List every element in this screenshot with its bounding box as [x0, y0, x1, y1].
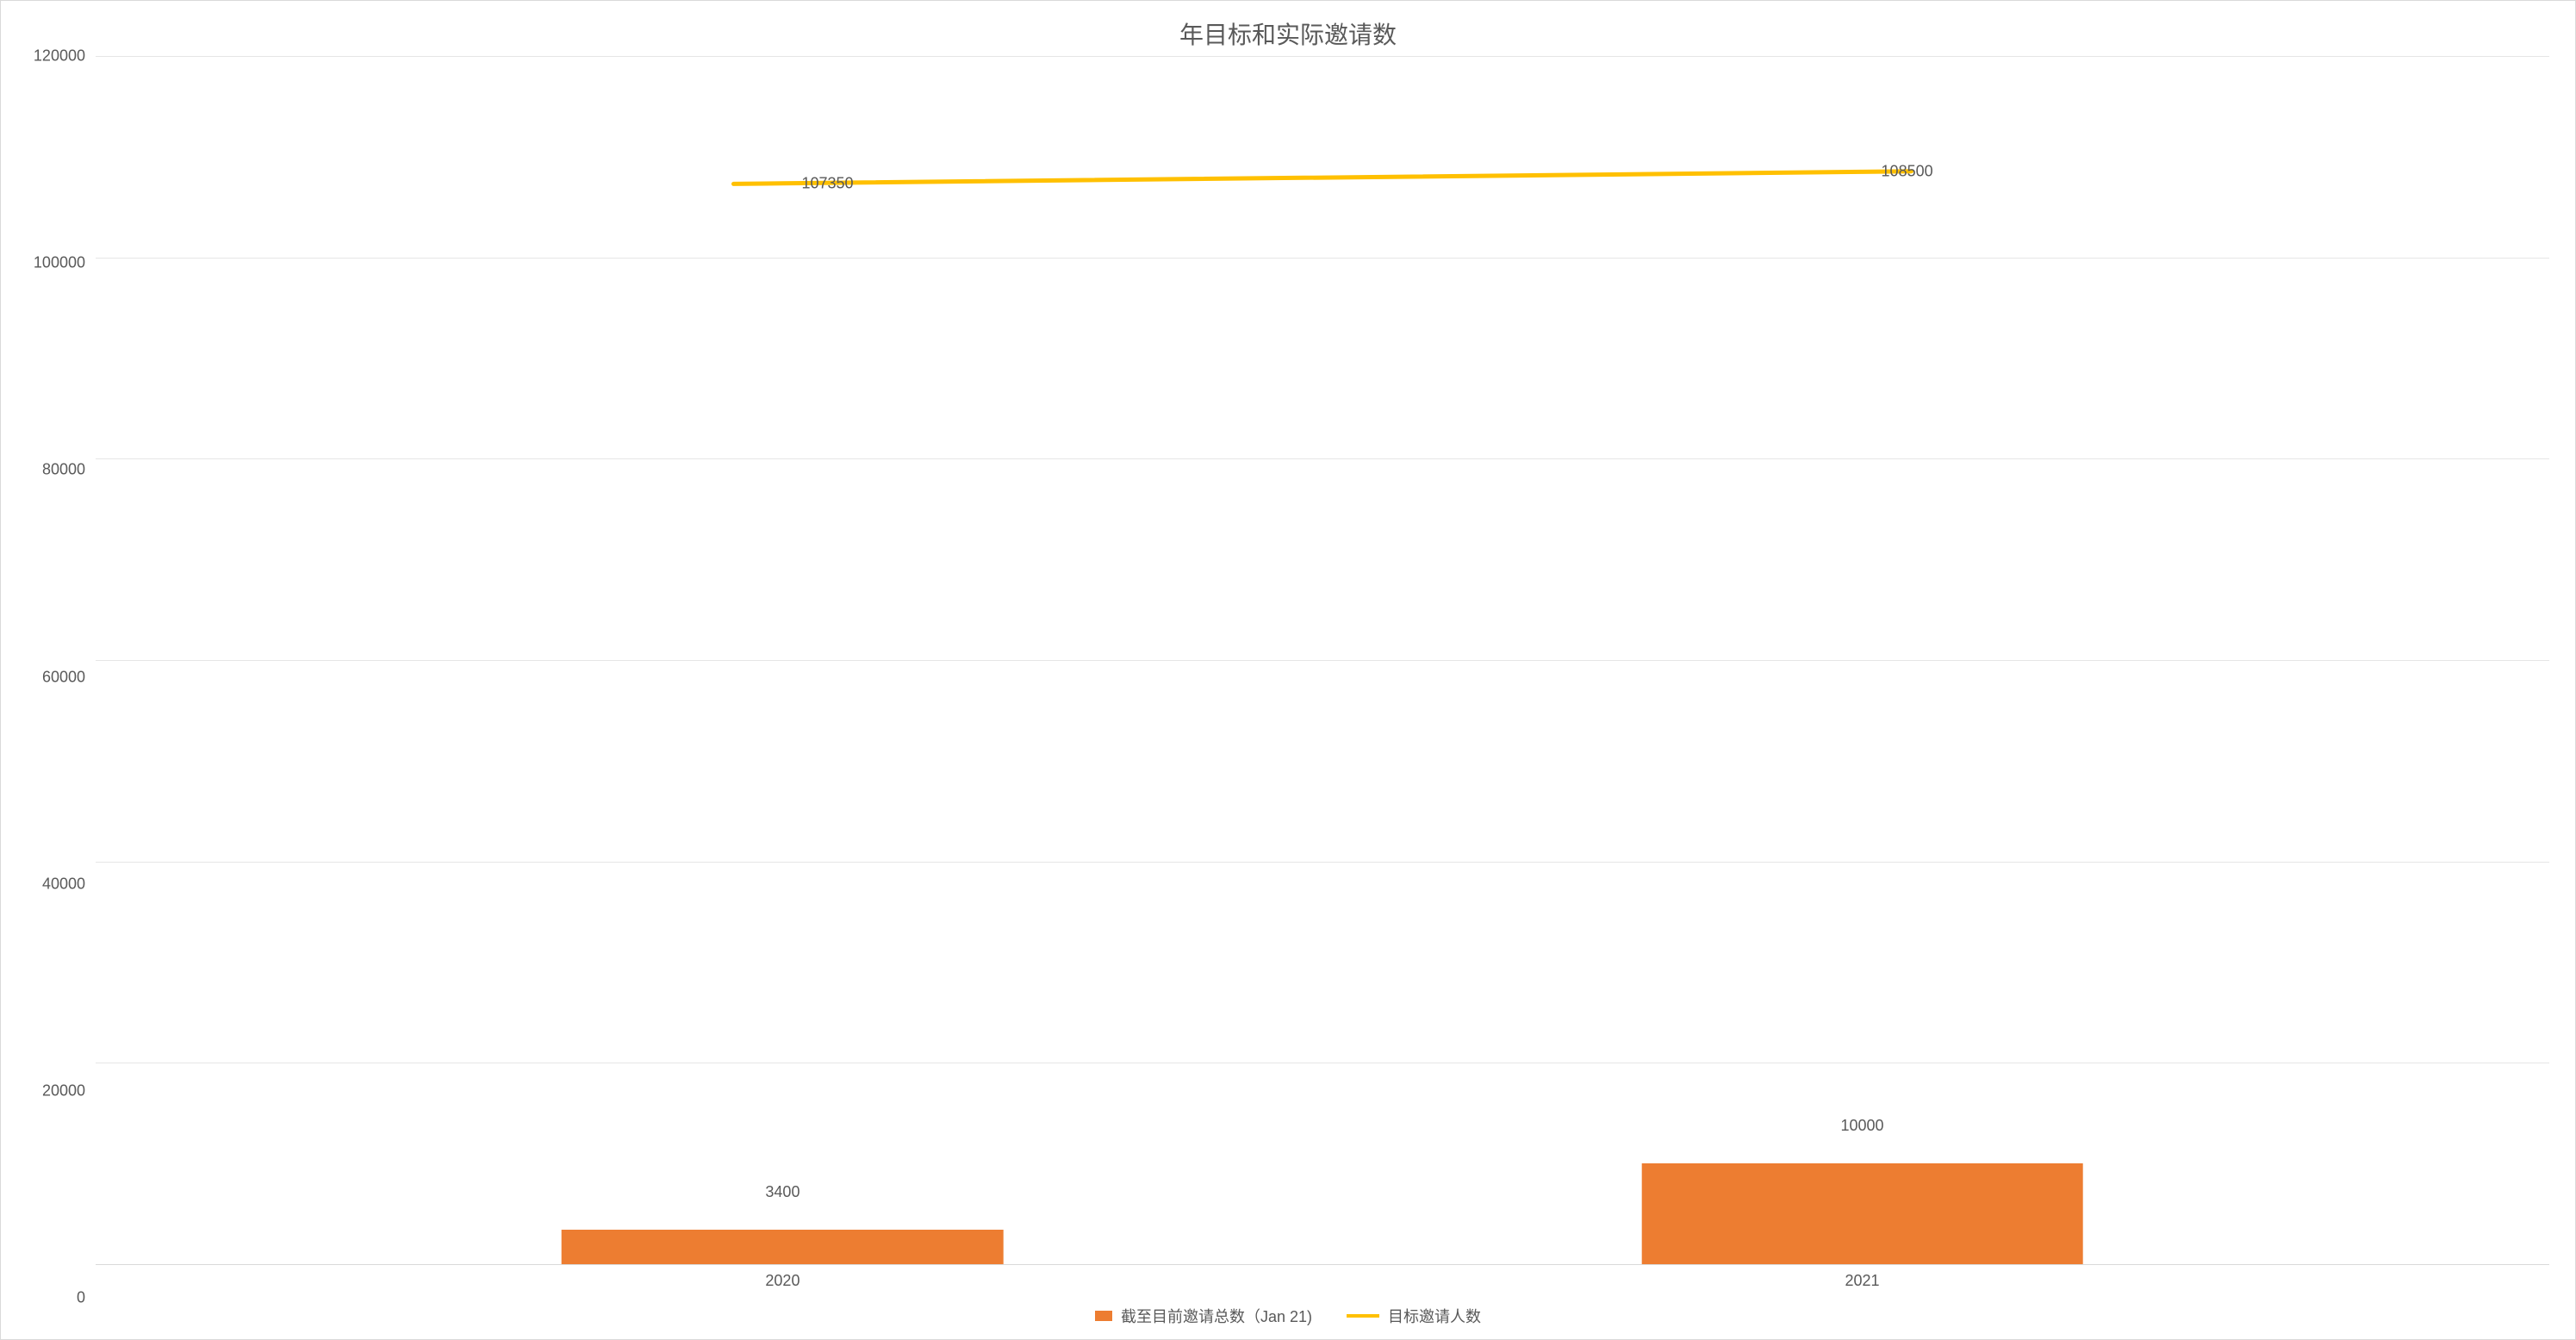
y-tick-label: 0 — [77, 1289, 85, 1307]
chart-title: 年目标和实际邀请数 — [27, 16, 2549, 51]
bar — [1641, 1163, 2083, 1264]
y-tick-label: 80000 — [42, 461, 85, 479]
line-data-label: 108500 — [1882, 163, 1933, 181]
legend-swatch-line — [1347, 1314, 1379, 1318]
y-tick-label: 120000 — [34, 47, 85, 65]
bar-data-label: 3400 — [765, 1183, 800, 1206]
bar-group: 3400 — [562, 56, 1004, 1264]
line-data-label: 107350 — [801, 174, 853, 192]
bar — [562, 1230, 1004, 1264]
x-category-label: 2020 — [765, 1272, 800, 1290]
plot-wrap: 3400 10000 107350 108500 2020 2021 — [96, 56, 2549, 1298]
legend-label: 截至目前邀请总数（Jan 21) — [1121, 1305, 1312, 1327]
gridline — [96, 56, 2549, 57]
legend-item: 截至目前邀请总数（Jan 21) — [1095, 1305, 1312, 1327]
x-axis: 2020 2021 — [96, 1265, 2549, 1298]
y-tick-label: 100000 — [34, 254, 85, 272]
y-tick-label: 60000 — [42, 668, 85, 686]
gridline — [96, 660, 2549, 661]
y-axis: 020000400006000080000100000120000 — [27, 56, 96, 1298]
legend: 截至目前邀请总数（Jan 21) 目标邀请人数 — [27, 1298, 2549, 1331]
y-tick-label: 40000 — [42, 875, 85, 893]
gridline — [96, 862, 2549, 863]
gridline — [96, 458, 2549, 459]
legend-item: 目标邀请人数 — [1347, 1305, 1481, 1327]
chart-container: 年目标和实际邀请数 0 20000 40000 60000 80000 100000 120… — [0, 0, 2576, 1340]
x-category-label: 2021 — [1845, 1272, 1880, 1290]
plot-area: 3400 10000 107350 108500 — [96, 56, 2549, 1265]
chart-body: 020000400006000080000100000120000 340010… — [27, 56, 2549, 1298]
bar-group: 10000 — [1641, 56, 2083, 1264]
legend-swatch-bar — [1095, 1311, 1112, 1321]
y-tick-label: 20000 — [42, 1081, 85, 1100]
bar-data-label: 10000 — [1841, 1117, 1884, 1140]
gridline — [96, 258, 2549, 259]
legend-label: 目标邀请人数 — [1388, 1305, 1481, 1327]
